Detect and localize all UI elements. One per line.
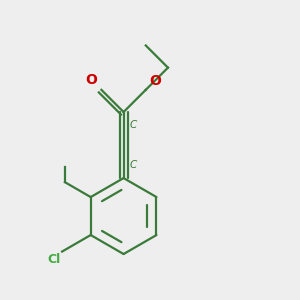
Text: C: C — [130, 160, 137, 170]
Text: O: O — [85, 73, 98, 87]
Text: C: C — [130, 120, 137, 130]
Text: O: O — [149, 74, 161, 88]
Text: Cl: Cl — [47, 253, 60, 266]
